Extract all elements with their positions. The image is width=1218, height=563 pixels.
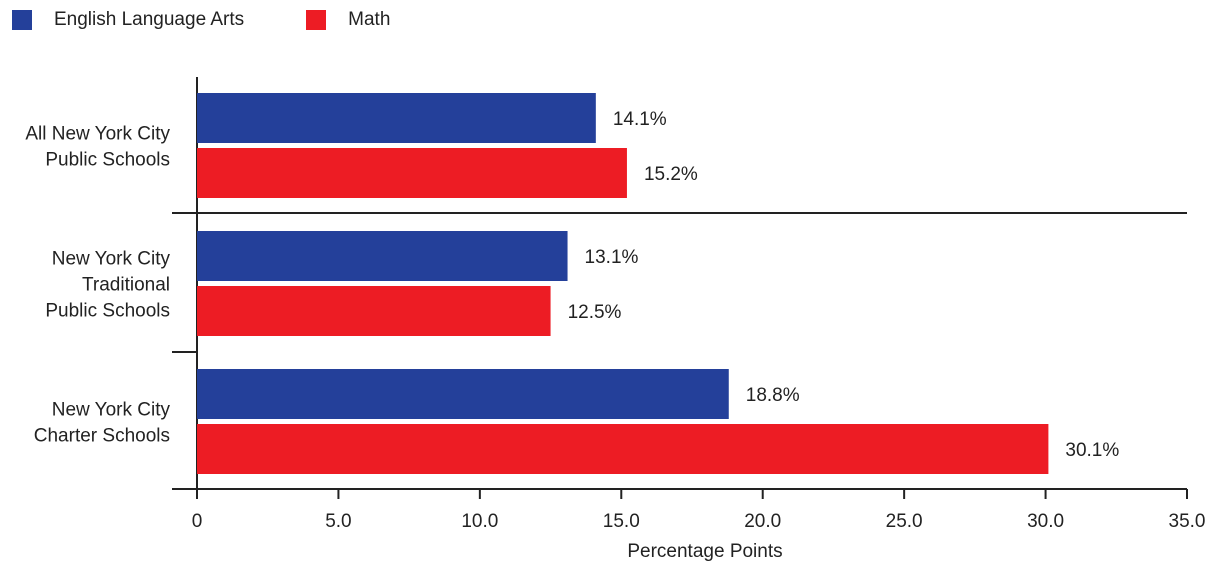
legend-label-math: Math xyxy=(348,9,391,30)
legend-swatch-ela xyxy=(12,10,32,30)
category-label: New York City Traditional Public Schools xyxy=(45,249,170,322)
legend: English Language Arts Math xyxy=(12,8,452,32)
category-label: New York City Charter Schools xyxy=(34,400,171,447)
x-tick-label: 5.0 xyxy=(325,511,351,532)
x-tick-label: 20.0 xyxy=(744,511,781,532)
bar-math xyxy=(197,148,627,198)
data-label: 18.8% xyxy=(746,385,800,406)
data-label: 12.5% xyxy=(568,302,622,323)
category-label: All New York City Public Schools xyxy=(25,124,170,171)
x-tick-label: 15.0 xyxy=(603,511,640,532)
data-label: 15.2% xyxy=(644,164,698,185)
x-tick-label: 35.0 xyxy=(1169,511,1206,532)
data-label: 13.1% xyxy=(585,247,639,268)
legend-label-ela: English Language Arts xyxy=(54,9,245,30)
legend-item-math: Math xyxy=(306,9,390,31)
x-tick-label: 0 xyxy=(192,511,203,532)
data-label: 30.1% xyxy=(1065,440,1119,461)
x-tick-label: 25.0 xyxy=(886,511,923,532)
x-axis-title: Percentage Points xyxy=(627,541,782,562)
bar-math xyxy=(197,424,1049,474)
x-tick-label: 30.0 xyxy=(1027,511,1064,532)
bar-ela xyxy=(197,93,596,143)
bar-math xyxy=(197,286,551,336)
legend-item-ela: English Language Arts xyxy=(12,9,244,31)
legend-swatch-math xyxy=(306,10,327,30)
bar-ela xyxy=(197,369,729,419)
bar-ela xyxy=(197,231,568,281)
x-tick-label: 10.0 xyxy=(461,511,498,532)
data-label: 14.1% xyxy=(613,109,667,130)
